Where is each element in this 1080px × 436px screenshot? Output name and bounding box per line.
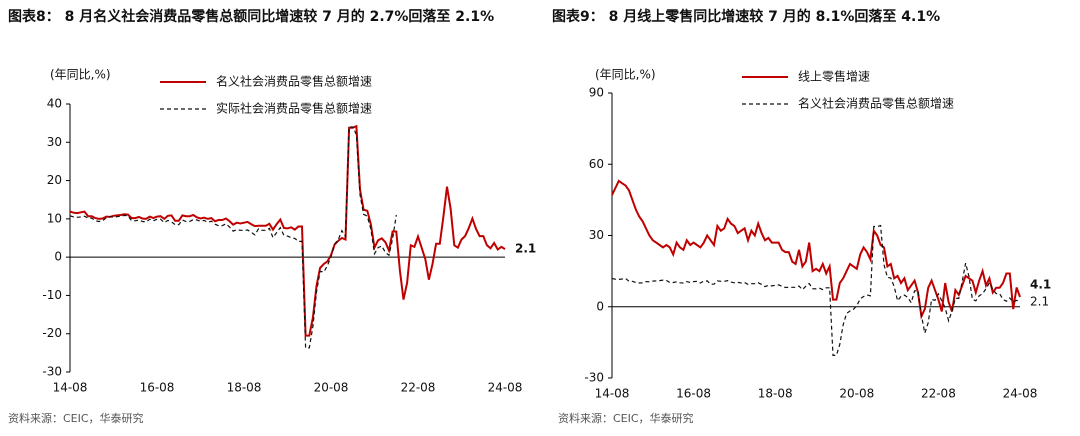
y-tick-label: -30 (584, 371, 604, 385)
x-tick-label: 24-08 (1003, 387, 1038, 401)
chart-title: 图表9： 8 月线上零售同比增速较 7 月的 8.1%回落至 4.1% (552, 9, 941, 25)
source-note: 资料来源：CEIC，华泰研究 (558, 412, 694, 425)
value-label: 2.1 (1030, 294, 1049, 308)
x-tick-label: 14-08 (595, 387, 630, 401)
y-axis-unit: (年同比,%) (595, 68, 656, 82)
x-tick-label: 24-08 (488, 381, 523, 395)
series-line (611, 224, 1021, 356)
y-tick-label: 30 (47, 135, 62, 149)
source-note: 资料来源：CEIC，华泰研究 (8, 412, 144, 425)
x-tick-label: 20-08 (314, 381, 349, 395)
legend-label: 名义社会消费品零售总额增速 (798, 96, 954, 111)
y-tick-label: 0 (596, 299, 604, 313)
x-tick-label: 22-08 (401, 381, 436, 395)
y-tick-label: 10 (47, 211, 62, 225)
x-tick-label: 16-08 (676, 387, 711, 401)
y-tick-label: 0 (54, 250, 62, 264)
x-tick-label: 14-08 (53, 381, 88, 395)
y-tick-label: -30 (42, 365, 62, 379)
y-tick-label: 90 (589, 86, 604, 100)
x-tick-label: 20-08 (839, 387, 874, 401)
y-axis-unit: (年同比,%) (50, 68, 111, 82)
y-tick-label: 60 (589, 157, 604, 171)
y-tick-label: -20 (42, 326, 62, 340)
y-tick-label: -10 (42, 288, 62, 302)
legend-label: 线上零售增速 (798, 69, 870, 84)
legend-label: 名义社会消费品零售总额增速 (216, 74, 372, 89)
y-tick-label: 30 (589, 228, 604, 242)
x-tick-label: 18-08 (758, 387, 793, 401)
legend-label: 实际社会消费品零售总额增速 (216, 101, 372, 116)
y-tick-label: 20 (47, 173, 62, 187)
value-label: 2.1 (515, 242, 536, 256)
y-tick-label: 40 (47, 97, 62, 111)
chart-title: 图表8： 8 月名义社会消费品零售总额同比增速较 7 月的 2.7%回落至 2.… (8, 9, 495, 25)
x-tick-label: 18-08 (227, 381, 262, 395)
value-label: 4.1 (1030, 278, 1051, 292)
x-tick-label: 22-08 (921, 387, 956, 401)
series-line (611, 179, 1021, 320)
series-line (69, 126, 397, 349)
series-line (69, 124, 506, 337)
x-tick-label: 16-08 (140, 381, 175, 395)
